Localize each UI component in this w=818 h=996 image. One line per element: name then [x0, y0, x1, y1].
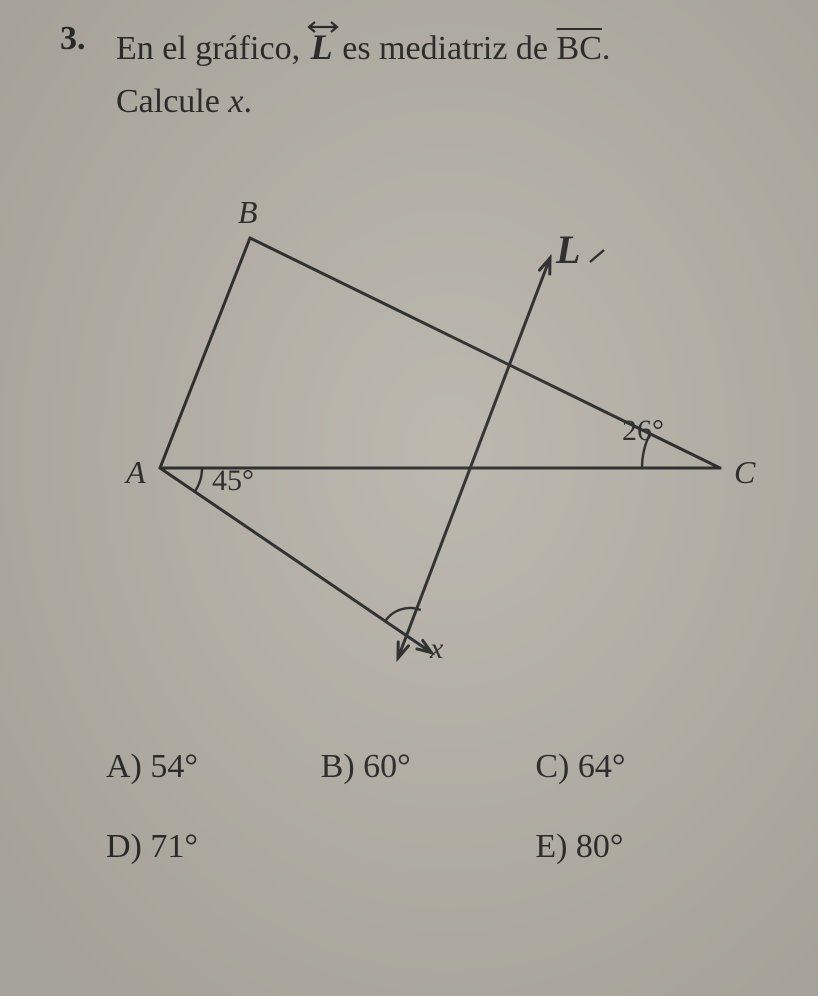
choice-c[interactable]: C) 64°: [535, 748, 738, 786]
choice-d-value: 71°: [150, 828, 198, 865]
unknown-x: x: [228, 83, 243, 120]
diagram-script-l: L: [556, 226, 580, 273]
choice-a-value: 54°: [150, 748, 198, 785]
diagram-svg: [60, 158, 780, 678]
question-header: 3. En el gráfico, L es mediatriz de BC. …: [60, 20, 778, 128]
stem-text-4: Calcule: [116, 83, 228, 120]
page: 3. En el gráfico, L es mediatriz de BC. …: [0, 0, 818, 996]
segment-bc: BC: [557, 30, 602, 67]
stem-text-2: es mediatriz de: [342, 30, 556, 67]
stem-text-5: .: [243, 83, 252, 120]
geometry-diagram: ABC45°26°xL: [60, 158, 780, 678]
choice-b[interactable]: B) 60°: [321, 748, 524, 786]
script-l-letter: L: [311, 27, 332, 67]
choice-e-value: 80°: [576, 828, 624, 865]
bidir-arrow-icon: [307, 21, 339, 33]
choice-c-value: 64°: [578, 748, 626, 785]
choice-e[interactable]: E) 80°: [535, 828, 738, 866]
choice-b-value: 60°: [363, 748, 411, 785]
question-number: 3.: [60, 20, 94, 58]
stem-text-3: .: [602, 30, 611, 67]
script-l-symbol: L: [309, 27, 343, 67]
choice-a[interactable]: A) 54°: [106, 748, 309, 786]
question-stem: En el gráfico, L es mediatriz de BC. Cal…: [116, 20, 610, 128]
answer-choices: A) 54° B) 60° C) 64° D) 71° E) 80°: [60, 748, 778, 866]
choice-d[interactable]: D) 71°: [106, 828, 309, 866]
stem-text-1: En el gráfico,: [116, 30, 309, 67]
